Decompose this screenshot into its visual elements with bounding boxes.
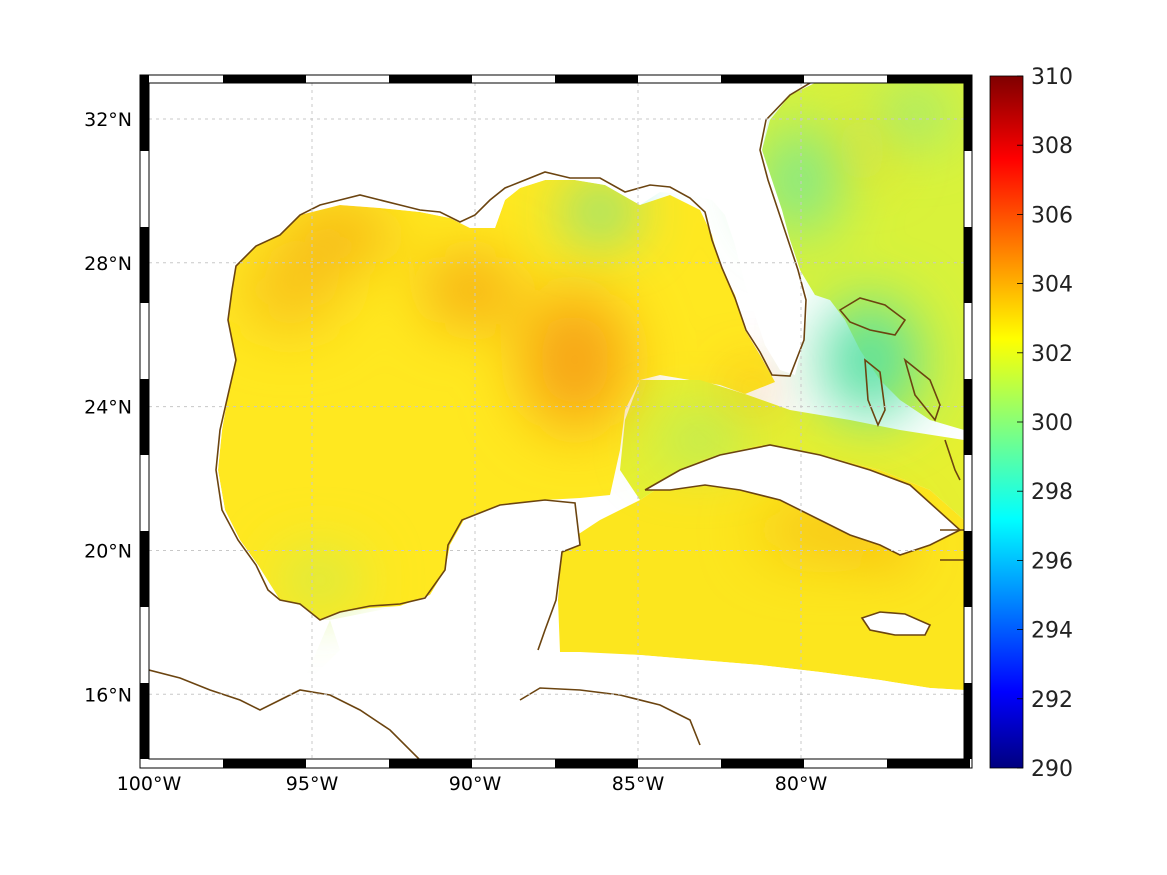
lon-tick-label: 85°W — [612, 773, 665, 795]
frame-segment — [721, 759, 804, 768]
frame-segment — [140, 683, 149, 759]
frame-segment — [555, 759, 638, 768]
gulf-sst-region — [218, 180, 775, 620]
colorbar-tick-label: 306 — [1031, 203, 1073, 228]
colorbar-tick-label: 300 — [1031, 411, 1073, 436]
land-mask — [149, 83, 964, 759]
lon-labels: 100°W 95°W 90°W 85°W 80°W — [117, 773, 828, 795]
colorbar-tick-label: 294 — [1031, 619, 1073, 644]
hispaniola-coastline — [940, 529, 964, 561]
frame-segment — [389, 75, 472, 83]
colorbar-tick-label: 304 — [1031, 273, 1073, 298]
frame-segment — [140, 227, 149, 303]
colorbar-tick-label: 302 — [1031, 342, 1073, 367]
colorbar-tick-label: 298 — [1031, 480, 1073, 505]
frame-segment — [887, 759, 970, 768]
frame-segment — [964, 227, 972, 303]
frame-segment — [389, 759, 472, 768]
map-frame — [139, 74, 973, 769]
lon-tick-label: 90°W — [449, 773, 502, 795]
warm-patch-central-gulf — [520, 290, 630, 430]
frame-segment — [964, 379, 972, 455]
colorbar-tick-label: 310 — [1031, 65, 1073, 90]
colorbar-tick-label: 296 — [1031, 549, 1073, 574]
warm-patch-north-central-gulf — [425, 255, 515, 325]
lat-tick-label: 16°N — [84, 684, 132, 706]
colorbar-tick-label: 290 — [1031, 757, 1073, 782]
jamaica-coastline — [860, 611, 932, 636]
south-bottom-missing-data — [480, 650, 964, 759]
frame-segment — [140, 75, 149, 151]
bahamas-coastline — [838, 297, 961, 481]
colorbar-ticks: 290 292 294 296 298 300 302 304 306 308 310 — [1017, 65, 1073, 782]
warm-patch-west-gulf — [240, 250, 340, 330]
frame-segment — [555, 75, 638, 83]
colorbar-tick-label: 292 — [1031, 688, 1073, 713]
lat-tick-label: 32°N — [84, 109, 132, 131]
frame-segment — [140, 379, 149, 455]
lon-tick-label: 100°W — [117, 773, 182, 795]
cool-patch-campeche — [280, 555, 360, 605]
graticule — [149, 83, 964, 759]
frame-segment — [223, 75, 306, 83]
cool-patch-atlantic-ne — [880, 90, 950, 140]
sst-field — [149, 83, 964, 759]
frame-segment — [140, 531, 149, 607]
lon-tick-label: 95°W — [286, 773, 339, 795]
frame-segment — [964, 531, 972, 607]
mexico-texas-land — [149, 83, 712, 710]
lat-tick-label: 24°N — [84, 397, 132, 419]
frame-segment — [964, 75, 972, 151]
central-america-coastline — [149, 669, 421, 759]
lon-tick-label: 80°W — [775, 773, 828, 795]
cool-patch-cuba-north — [655, 420, 745, 460]
honduras-coastline — [519, 687, 701, 746]
warm-patch-florida-keys — [730, 378, 774, 398]
cool-patch-bahamas — [820, 300, 920, 420]
frame-segment — [223, 759, 306, 768]
lat-tick-label: 28°N — [84, 253, 132, 275]
frame-segment — [721, 75, 804, 83]
cool-patch-big-bend — [565, 190, 635, 234]
frame-segment — [887, 75, 970, 83]
lat-tick-label: 20°N — [84, 540, 132, 562]
florida-land — [712, 83, 815, 375]
west-gulf-coastline — [215, 289, 581, 651]
cuba-land — [645, 445, 960, 555]
lat-labels: 16°N 20°N 24°N 28°N 32°N — [84, 109, 132, 706]
frame-segment — [964, 683, 972, 759]
colorbar-tick-label: 308 — [1031, 134, 1073, 159]
warm-patch-carolina — [837, 132, 887, 168]
warm-patch-texas-shelf — [285, 205, 395, 265]
